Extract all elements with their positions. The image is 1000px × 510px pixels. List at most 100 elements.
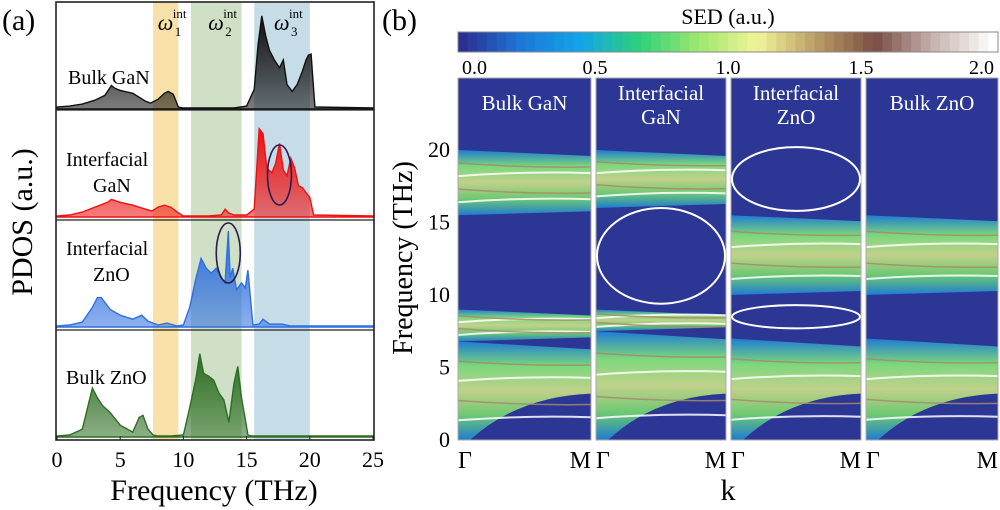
colorbar-segment <box>728 32 739 52</box>
dispersion-line <box>866 262 998 269</box>
dispersion-line <box>596 321 726 328</box>
panel-frame <box>865 77 999 441</box>
dispersion-line <box>596 168 726 175</box>
dispersion-line <box>596 370 726 376</box>
colorbar-segment <box>882 32 893 52</box>
band-label-sup: int <box>223 6 237 21</box>
band-region <box>153 2 179 440</box>
colorbar-segment <box>699 32 710 52</box>
colorbar-segment <box>805 32 816 52</box>
dispersion-line <box>866 398 998 405</box>
colorbar-segment <box>641 32 652 52</box>
dispersion-line <box>866 358 998 364</box>
phonon-band <box>731 215 861 295</box>
colorbar-segment <box>959 32 970 52</box>
dispersion-line <box>596 313 726 319</box>
colorbar-segment <box>506 32 517 52</box>
colorbar-segment <box>814 32 825 52</box>
sed-panel: (b) SED (a.u.) 0.0 0.5 1.0 1.5 2.0 Bulk GaN I… <box>382 4 999 507</box>
dispersion-line <box>458 315 591 321</box>
row-label: Interfacial <box>66 149 149 171</box>
highlight-ellipse <box>731 146 861 212</box>
dispersion-line <box>731 415 861 421</box>
colorbar-segment <box>834 32 845 52</box>
band-label-sup: int <box>289 6 303 21</box>
panel-label-b: (b) <box>382 4 417 37</box>
band-label-sup: int <box>173 6 187 21</box>
dispersion-line <box>596 395 726 402</box>
highlight-ellipse <box>596 207 726 305</box>
dispersion-line <box>731 274 861 281</box>
band-label: ω <box>208 10 224 35</box>
band-label: ω <box>274 10 290 35</box>
highlight-ellipses <box>215 144 293 284</box>
panel-label-a: (a) <box>2 4 35 37</box>
sed-panel-bulk-zno: Bulk ZnO <box>865 77 999 441</box>
colorbar-segment <box>930 32 941 52</box>
x-tick-label: 10 <box>172 447 194 472</box>
dispersion-line <box>866 374 998 381</box>
y-axis-label: PDOS (a.u.) <box>6 148 39 296</box>
band-label-sub: 3 <box>291 24 298 39</box>
panel-label: GaN <box>641 105 681 129</box>
phonon-band <box>596 150 726 208</box>
colorbar-segment <box>911 32 922 52</box>
colorbar-segment <box>650 32 661 52</box>
panel-label: ZnO <box>777 105 816 129</box>
x-tick-label: 20 <box>299 447 321 472</box>
pdos-area-bulk-gan <box>56 15 374 110</box>
colorbar-segment <box>718 32 729 52</box>
phonon-band <box>866 338 998 440</box>
panel-frame <box>730 77 862 441</box>
colorbar-segment <box>776 32 787 52</box>
row-label: Bulk GaN <box>68 67 150 89</box>
dispersion-line <box>458 197 591 204</box>
colorbar-segment <box>554 32 565 52</box>
phonon-band <box>458 341 591 440</box>
colorbar-segment <box>602 32 613 52</box>
colorbar-segment <box>544 32 555 52</box>
colorbar-segment <box>872 32 883 52</box>
colorbar-tick-label: 0.5 <box>583 57 608 79</box>
colorbar-segment <box>564 32 575 52</box>
dispersion-line <box>458 399 591 406</box>
colorbar-segment <box>583 32 594 52</box>
panel-frame <box>457 77 592 441</box>
row-label: ZnO <box>93 264 130 286</box>
colorbar-segment <box>515 32 526 52</box>
dispersion-line <box>596 313 726 320</box>
band-label: ω <box>158 10 174 35</box>
dispersion-line <box>596 352 726 358</box>
colorbar-segment <box>467 32 478 52</box>
colorbar-segment <box>940 32 951 52</box>
dispersion-line <box>458 188 591 195</box>
phonon-band <box>458 150 591 216</box>
colorbar-tick-label: 1.0 <box>716 57 741 79</box>
x-tick-label: 5 <box>115 447 126 472</box>
dispersion-line <box>731 374 861 381</box>
colorbar-segment <box>670 32 681 52</box>
colorbar-segment <box>496 32 507 52</box>
colorbar-segment <box>621 32 633 52</box>
dispersion-line <box>458 376 591 382</box>
dispersion-line <box>866 415 998 421</box>
pdos-area-interfacial-zno <box>56 230 374 328</box>
dispersion-line <box>731 230 861 237</box>
phonon-band <box>866 215 998 295</box>
highlight-ellipse <box>215 222 242 284</box>
k-tick-gamma: Γ <box>731 448 745 474</box>
panel-label: Interfacial <box>618 81 704 105</box>
dispersion-line <box>731 242 861 249</box>
colorbar-segment <box>901 32 912 52</box>
colorbar-segment <box>795 32 806 52</box>
panel-label: Bulk GaN <box>482 91 568 115</box>
colorbar-tick-label: 0.0 <box>462 57 487 79</box>
colorbar-segment <box>679 32 690 52</box>
dispersion-line <box>458 360 591 367</box>
pdos-series <box>56 15 374 438</box>
colorbar-title: SED (a.u.) <box>681 4 774 29</box>
colorbar-segment <box>978 32 989 52</box>
